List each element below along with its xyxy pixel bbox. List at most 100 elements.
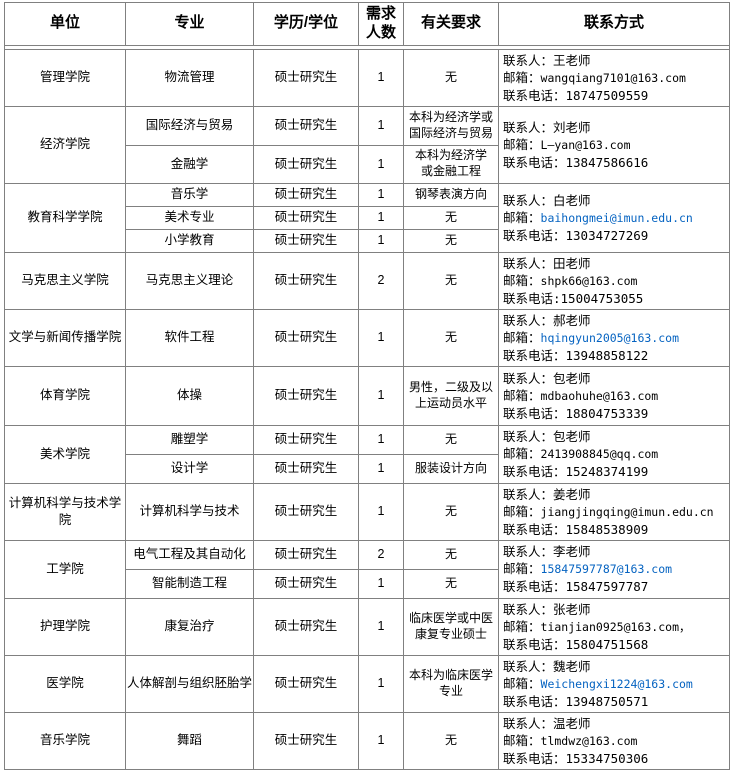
table-row: 文学与新闻传播学院 软件工程 硕士研究生 1 无 联系人：郝老师 邮箱：hqin… [4,308,730,367]
contact-email: wangqiang7101@163.com [540,70,686,85]
col-header-count: 需求人数 [358,2,404,46]
contact-cell: 联系人：温老师 邮箱：tlmdwz@163.com 联系电话：153347503… [498,711,730,770]
unit-cell: 体育学院 [4,365,126,426]
unit-cell: 音乐学院 [4,711,126,770]
contact-email-label: 邮箱： [503,329,541,345]
contact-email-line: 邮箱：15847597787@163.com [503,560,727,578]
count-cell: 1 [358,48,404,107]
col-header-degree: 学历/学位 [253,2,359,46]
requirement-cell: 无 [403,711,499,770]
major-cell: 康复治疗 [125,597,254,656]
contact-email-label: 邮箱： [503,503,541,519]
major-cell: 马克思主义理论 [125,251,254,310]
degree-cell: 硕士研究生 [253,205,359,230]
table-row: 经济学院 国际经济与贸易 硕士研究生 1 本科为经济学或国际经济与贸易 联系人：… [4,105,730,184]
table-row: 教育科学学院 音乐学 硕士研究生 1 钢琴表演方向 联系人：白老师 邮箱：bai… [4,182,730,253]
count-cell: 1 [358,228,404,253]
contact-cell: 联系人：魏老师 邮箱：Weichengxi1224@163.com 联系电话：1… [498,654,730,713]
contact-email-link[interactable]: 15847597787@163.com [540,562,673,576]
contact-email: shpk66@163.com [540,273,638,288]
major-cell: 舞蹈 [125,711,254,770]
unit-cell: 经济学院 [4,105,126,184]
contact-cell: 联系人：刘老师 邮箱：L—yan@163.com 联系电话：1384758661… [498,105,730,184]
major-cell: 智能制造工程 [125,568,254,599]
major-cell: 金融学 [125,144,254,184]
requirement-cell: 无 [403,482,499,541]
contact-email-label: 邮箱： [503,136,541,152]
count-cell: 1 [358,482,404,541]
requirement-cell: 本科为经济学 或金融工程 [403,144,499,184]
contact-person: 联系人：李老师 [503,544,591,559]
count-cell: 1 [358,711,404,770]
contact-person: 联系人：包老师 [503,370,591,386]
contact-email-line: 邮箱：tlmdwz@163.com [503,732,727,750]
contact-email-label: 邮箱： [503,561,541,576]
count-cell: 1 [358,568,404,599]
contact-email-line: 邮箱：jiangjingqing@imun.edu.cn [503,503,727,521]
contact-email-label: 邮箱： [503,732,541,748]
contact-email-line: 邮箱：Weichengxi1224@163.com [503,675,727,693]
count-cell: 1 [358,654,404,713]
contact-person: 联系人：姜老师 [503,486,591,502]
count-cell: 1 [358,453,404,484]
degree-cell: 硕士研究生 [253,251,359,310]
count-cell: 1 [358,308,404,367]
contact-person: 联系人：张老师 [503,601,591,617]
contact-email-line: 邮箱：baihongmei@imun.edu.cn [503,209,727,227]
degree-cell: 硕士研究生 [253,365,359,426]
table-row: 马克思主义学院 马克思主义理论 硕士研究生 2 无 联系人：田老师 邮箱：shp… [4,251,730,310]
contact-phone: 联系电话：13847586616 [503,154,649,170]
contact-email: tlmdwz@163.com [540,733,638,748]
contact-cell: 联系人：田老师 邮箱：shpk66@163.com 联系电话:150047530… [498,251,730,310]
count-cell: 1 [358,424,404,455]
count-cell: 1 [358,205,404,230]
contact-person: 联系人：郝老师 [503,312,591,328]
degree-cell: 硕士研究生 [253,48,359,107]
table-row: 计算机科学与技术学院 计算机科学与技术 硕士研究生 1 无 联系人：姜老师 邮箱… [4,482,730,541]
contact-email-label: 邮箱： [503,675,541,691]
contact-phone: 联系电话：13948750571 [503,693,649,709]
table-row: 美术学院 雕塑学 硕士研究生 1 无 联系人：包老师 邮箱：2413908845… [4,424,730,484]
contact-phone: 联系电话：15848538909 [503,521,649,537]
contact-email: mdbaohuhe@163.com [540,388,659,403]
requirement-cell: 钢琴表演方向 [403,182,499,207]
degree-cell: 硕士研究生 [253,182,359,207]
contact-email-label: 邮箱： [503,387,541,403]
contact-cell: 联系人：姜老师 邮箱：jiangjingqing@imun.edu.cn 联系电… [498,482,730,541]
table-row: 护理学院 康复治疗 硕士研究生 1 临床医学或中医康复专业硕士 联系人：张老师 … [4,597,730,656]
contact-person: 联系人：刘老师 [503,119,591,135]
contact-email-line: 邮箱：mdbaohuhe@163.com [503,387,727,405]
unit-cell: 马克思主义学院 [4,251,126,310]
count-cell: 1 [358,105,404,146]
major-cell: 人体解剖与组织胚胎学 [125,654,254,713]
degree-cell: 硕士研究生 [253,597,359,656]
contact-email-link[interactable]: hqingyun2005@163.com [540,330,679,345]
unit-cell: 计算机科学与技术学院 [4,482,126,541]
requirement-cell: 无 [403,228,499,253]
degree-cell: 硕士研究生 [253,424,359,455]
contact-email-link[interactable]: baihongmei@imun.edu.cn [540,210,693,225]
contact-cell: 联系人：张老师 邮箱：tianjian0925@163.com， 联系电话：15… [498,597,730,656]
contact-phone: 联系电话：13948858122 [503,347,649,363]
contact-email: tianjian0925@163.com， [540,619,691,634]
unit-cell: 管理学院 [4,48,126,107]
contact-email-link[interactable]: Weichengxi1224@163.com [540,676,693,691]
contact-person: 联系人：温老师 [503,715,591,731]
count-cell: 1 [358,182,404,207]
contact-phone: 联系电话：15334750306 [503,750,649,766]
unit-cell: 美术学院 [4,424,126,484]
requirement-cell: 本科为经济学或国际经济与贸易 [403,105,499,146]
table-row: 金融学 硕士研究生 1 本科为经济学 或金融工程 [5,144,730,184]
count-cell: 1 [358,597,404,656]
major-cell: 国际经济与贸易 [125,105,254,146]
contact-email-line: 邮箱：tianjian0925@163.com， [503,618,727,636]
degree-cell: 硕士研究生 [253,711,359,770]
major-cell: 美术专业 [125,205,254,230]
count-cell: 1 [358,144,404,184]
table-row: 设计学 硕士研究生 1 服装设计方向 [5,453,730,484]
contact-email-label: 邮箱： [503,446,541,461]
unit-cell: 护理学院 [4,597,126,656]
col-header-major: 专业 [125,2,254,46]
contact-email-label: 邮箱： [503,272,541,288]
contact-cell: 联系人：白老师 邮箱：baihongmei@imun.edu.cn 联系电话：1… [498,182,730,253]
